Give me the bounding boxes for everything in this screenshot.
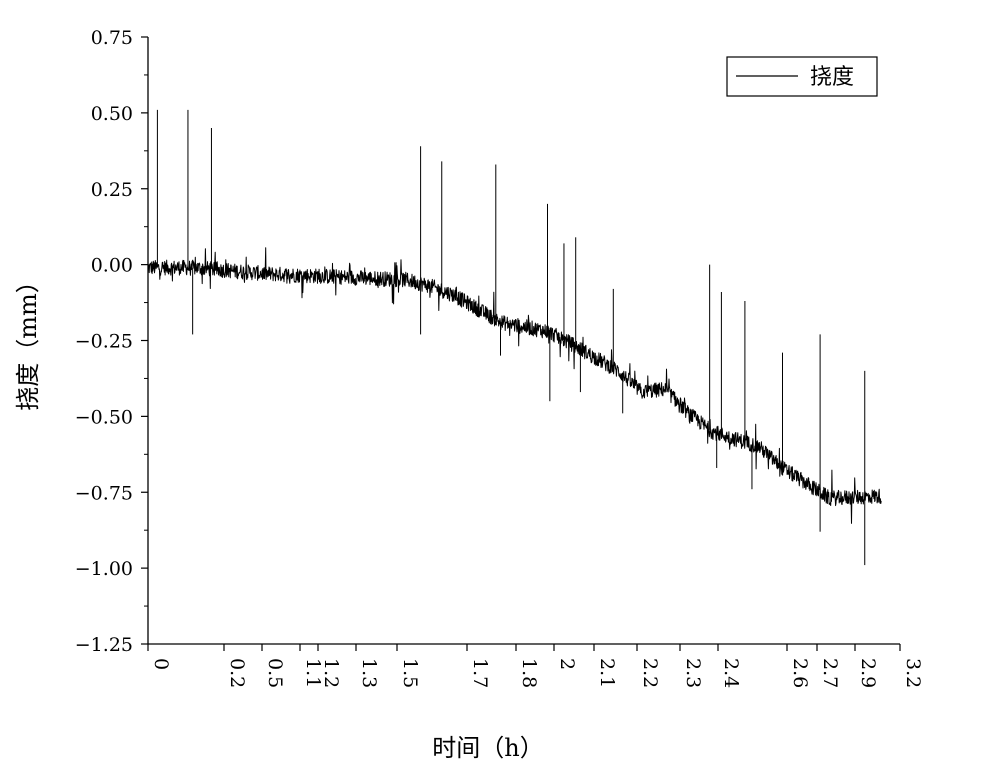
y-tick-label: 0.50 (91, 103, 133, 125)
x-tick-label: 1.1 (302, 658, 324, 688)
legend: 挠度 (726, 56, 878, 97)
x-tick-label: 0.2 (226, 658, 248, 688)
axes (147, 37, 900, 645)
y-tick-label: 0.00 (91, 255, 133, 277)
x-tick-label: 1.7 (469, 658, 491, 688)
x-tick-label: 2.3 (682, 658, 704, 688)
x-tick-label: 3.2 (902, 658, 924, 688)
x-axis-ticks: 0 0.2 0.5 1.11.2 1.3 1.5 1.7 1.8 2 2.1 2.2 2.3 2.4 2.… (147, 644, 924, 688)
y-tick-label: −0.75 (75, 482, 133, 504)
x-tick-label: 2.6 (789, 658, 811, 688)
y-tick-label: 0.75 (91, 27, 133, 49)
y-tick-label: −0.50 (75, 406, 133, 428)
legend-label: 挠度 (810, 65, 854, 90)
x-tick-label: 1.5 (399, 658, 421, 688)
x-tick-label: 1.2 (320, 658, 342, 688)
x-tick-label: 2.4 (720, 658, 742, 688)
y-tick-label: 0.25 (91, 179, 133, 201)
x-tick-label: 2.9 (857, 658, 879, 688)
x-axis-title: 时间（h） (432, 734, 543, 762)
x-tick-label: 1.3 (358, 658, 380, 688)
x-tick-label: 2 (556, 658, 578, 670)
y-tick-label: −1.25 (75, 634, 133, 656)
x-tick-label: 1.8 (518, 658, 540, 688)
y-tick-label: −1.00 (75, 558, 133, 580)
plot-area (147, 109, 882, 566)
y-axis-ticks: 0.75 0.50 0.25 0.00 −0.25 −0.50 −0.75 −1.00 −1.2… (75, 27, 148, 656)
x-tick-label: 2.1 (596, 658, 618, 688)
y-tick-label: −0.25 (75, 331, 133, 353)
series-line (147, 247, 882, 524)
x-tick-label: 2.2 (639, 658, 661, 688)
x-tick-label: 0 (150, 658, 172, 670)
x-tick-label: 0.5 (264, 658, 286, 688)
x-tick-label: 2.7 (819, 658, 841, 688)
y-axis-title: 挠度（mm） (14, 269, 42, 411)
